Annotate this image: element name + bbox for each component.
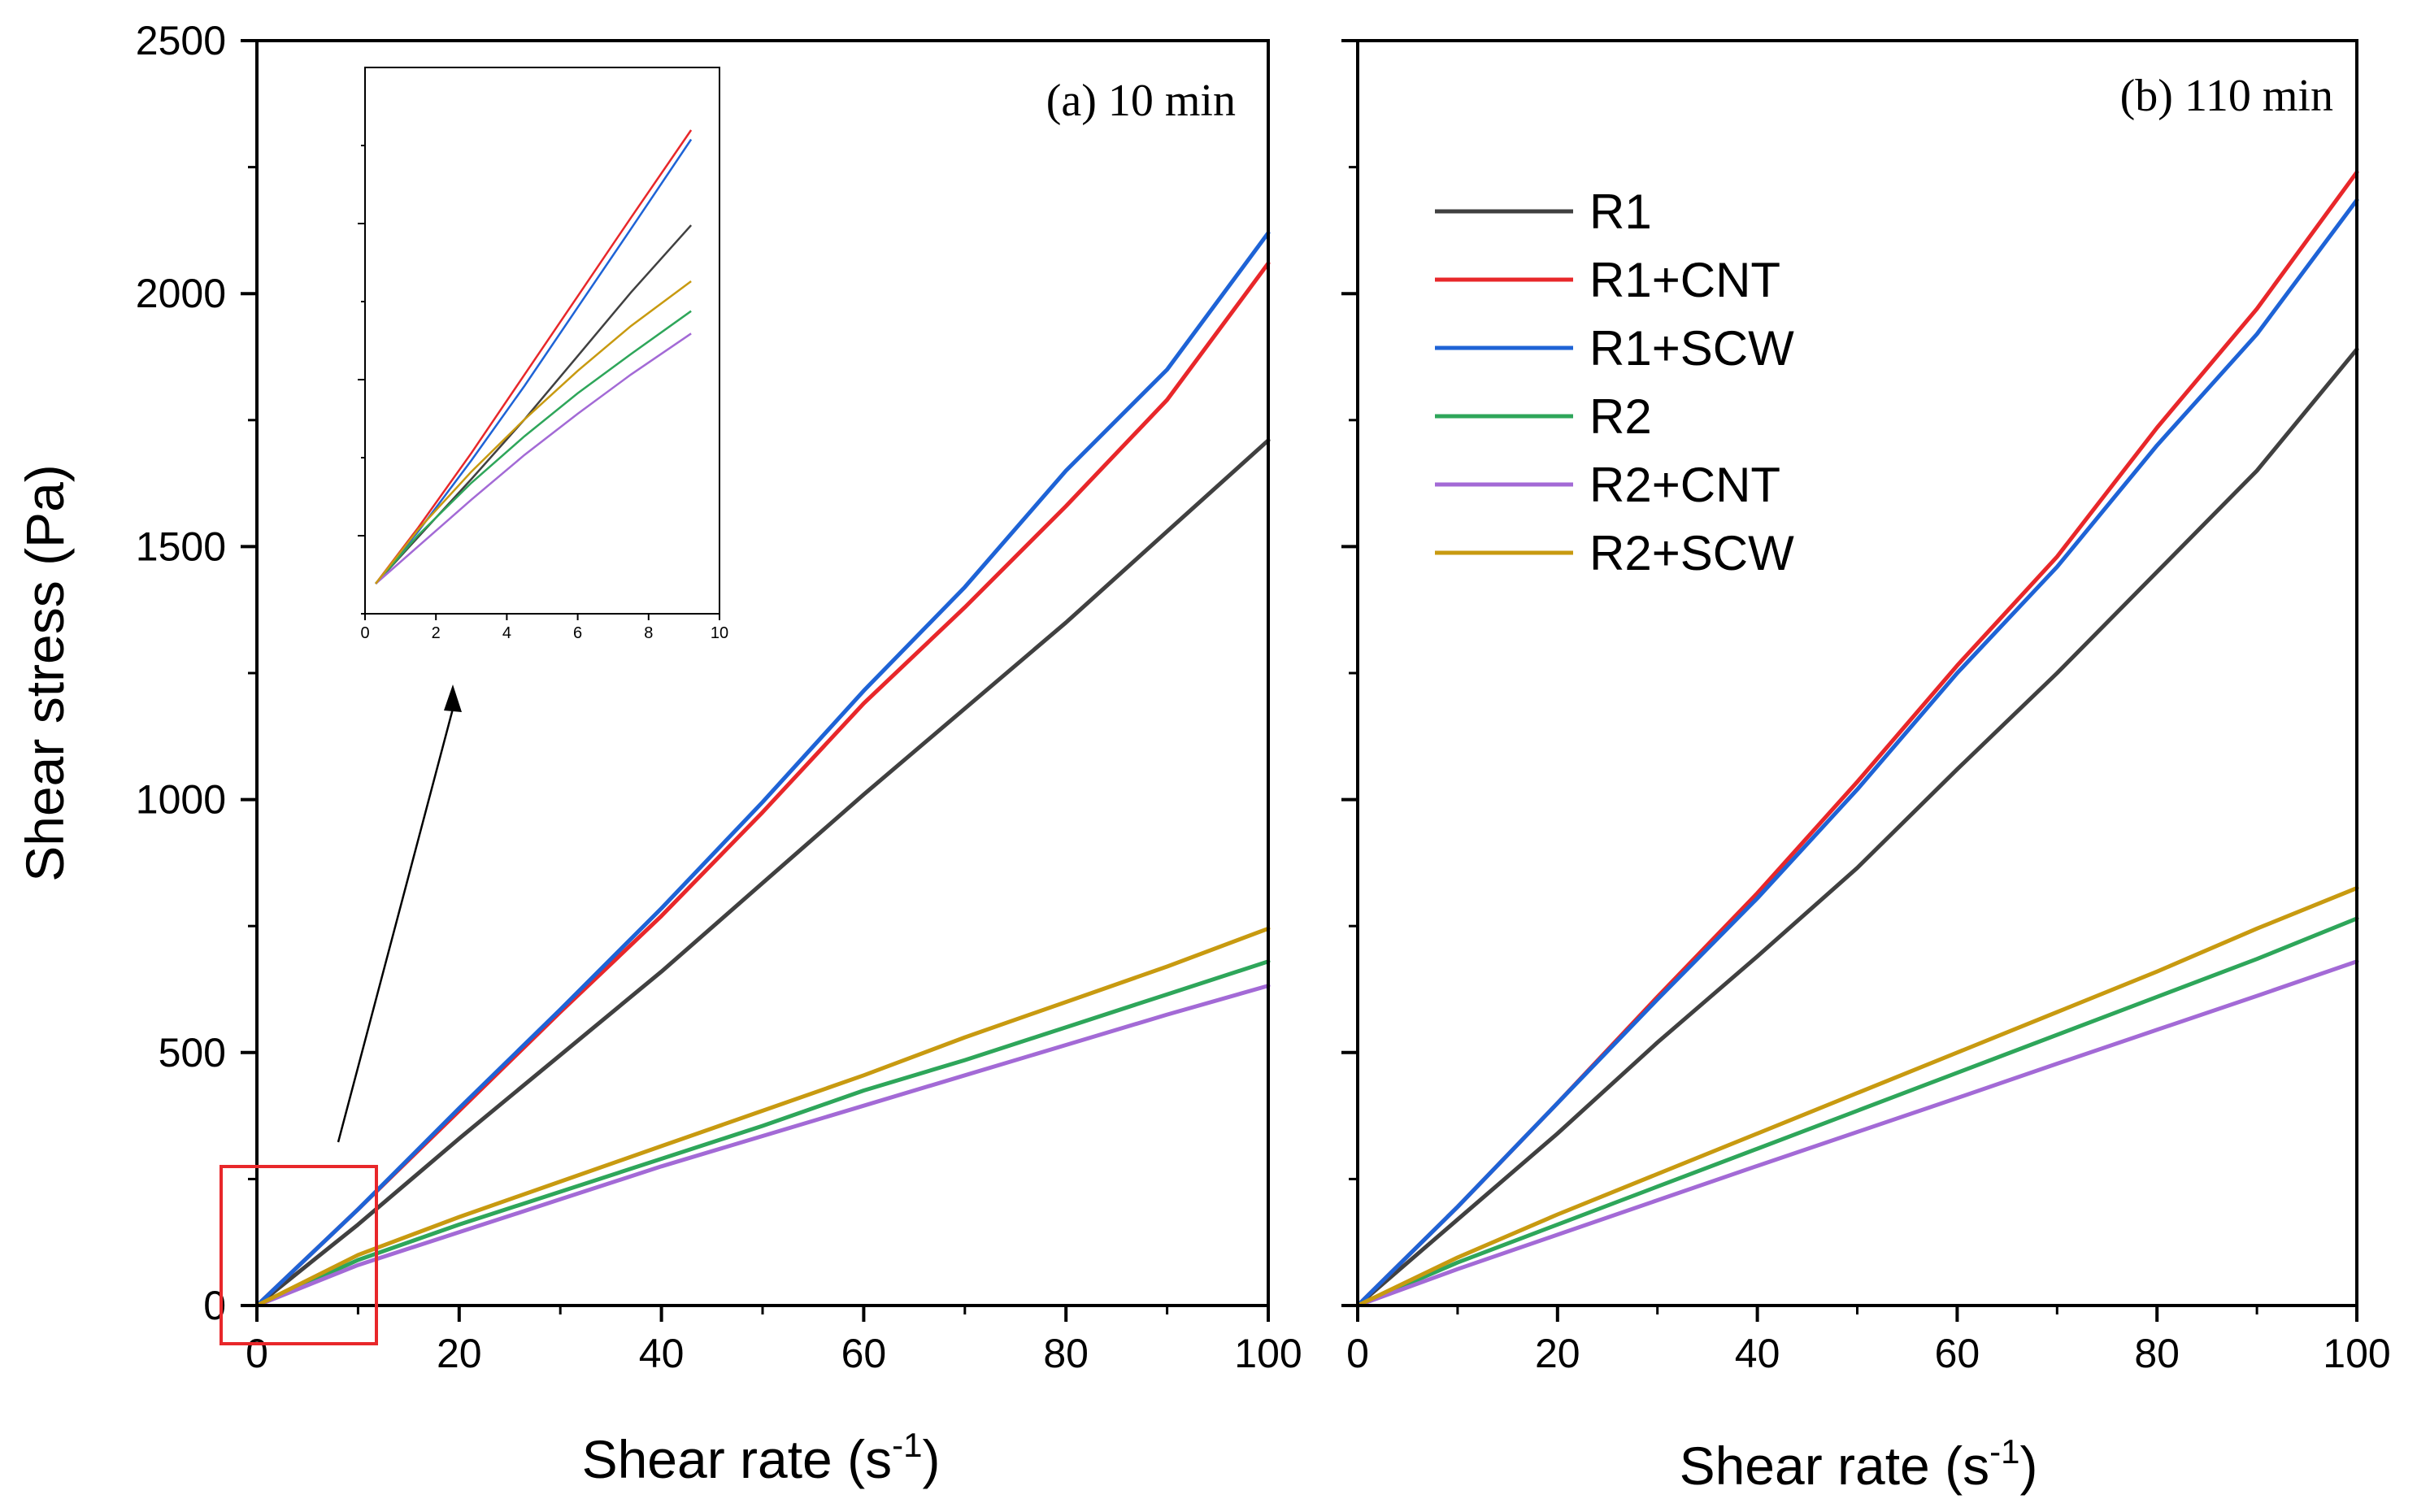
legend-label: R1+CNT <box>1589 253 1780 307</box>
panel-a-x-axis-title-end: ) <box>922 1429 940 1489</box>
panel-a-y-tick-label: 500 <box>159 1030 226 1075</box>
panel-a-series-r1 <box>254 438 1271 1308</box>
panel-a-x-axis-title: Shear rate (s-1) <box>582 1426 941 1489</box>
panel-b-series-r2-scw <box>1355 886 2359 1308</box>
panel-a-y-tick-label: 2500 <box>136 18 226 63</box>
legend-label: R1 <box>1589 185 1652 239</box>
legend-label: R2+CNT <box>1589 458 1780 512</box>
legend-item-r2-cnt: R2+CNT <box>1435 458 1780 512</box>
panel-b-x-tick-label: 80 <box>2134 1331 2180 1376</box>
panel-b-series-r1 <box>1355 347 2359 1308</box>
panel-b-ticks: 0 20 40 60 80 100 <box>1341 39 2391 1376</box>
inset-series-r2 <box>375 310 692 584</box>
panel-a-x-tick-label: 60 <box>841 1331 887 1376</box>
legend-label: R2 <box>1589 389 1652 444</box>
panel-a-series-r1-scw <box>254 231 1271 1308</box>
panel-a-series-r2-scw <box>254 926 1271 1308</box>
inset-series-r1-cnt <box>375 129 693 584</box>
inset-x-tick-label: 2 <box>432 624 441 642</box>
panel-a-label: (a) 10 min <box>1046 76 1236 126</box>
inset-x-tick-label: 0 <box>360 624 369 642</box>
panel-a-x-tick-label: 100 <box>1234 1331 1302 1376</box>
panel-a-x-tick-label: 80 <box>1043 1331 1089 1376</box>
panel-b-x-tick-label: 0 <box>1346 1331 1369 1376</box>
panel-b-x-axis-title: Shear rate (s-1) <box>1680 1432 2038 1496</box>
panel-a-x-tick-label: 20 <box>437 1331 482 1376</box>
panel-a-y-axis-title: Shear stress (Pa) <box>15 464 75 882</box>
zoom-arrow-line <box>337 708 454 1143</box>
panel-b-x-tick-label: 20 <box>1535 1331 1580 1376</box>
legend-item-r1: R1 <box>1435 185 1652 239</box>
panel-b-series <box>1355 170 2359 1308</box>
panel-a-series-r2-cnt <box>254 984 1271 1308</box>
panel-b-x-tick-label: 60 <box>1935 1331 1980 1376</box>
panel-a-y-tick-label: 2000 <box>136 271 226 316</box>
panel-b-series-r1-scw <box>1355 198 2359 1308</box>
inset-series-r2-cnt <box>375 332 692 584</box>
legend-label: R1+SCW <box>1589 321 1794 376</box>
legend-item-r1-scw: R1+SCW <box>1435 321 1794 376</box>
inset-chart: 0 2 4 6 8 10 <box>358 67 728 642</box>
panel-a-series-r2 <box>254 959 1271 1308</box>
inset-series-r1-scw <box>375 138 693 584</box>
panel-a-series <box>254 231 1271 1308</box>
panel-b-x-axis-title-end: ) <box>2019 1436 2037 1496</box>
panel-a-x-axis-title-superscript: -1 <box>892 1426 922 1464</box>
panel-b-label: (b) 110 min <box>2120 71 2333 121</box>
zoom-region-highlight <box>220 1165 378 1345</box>
panel-b-x-axis-title-superscript: -1 <box>1989 1432 2019 1471</box>
panel-a-x-tick-label: 40 <box>639 1331 685 1376</box>
zoom-arrow-head <box>444 684 462 712</box>
inset-x-tick-label: 4 <box>502 624 511 642</box>
panel-a-y-tick-label: 1500 <box>136 524 226 569</box>
inset-series <box>375 129 693 584</box>
panel-b: 0 20 40 60 80 100 (b) 110 min Shear rate (s-1… <box>1341 39 2391 1496</box>
panel-a-y-tick-label: 1000 <box>136 777 226 823</box>
inset-series-r2-scw <box>375 280 692 584</box>
legend: R1 R1+CNT R1+SCW R2 R2+CNT R2+SCW <box>1435 185 1794 580</box>
panel-b-x-axis-title-main: Shear rate (s <box>1680 1436 1990 1496</box>
inset-x-tick-label: 8 <box>644 624 653 642</box>
panel-a-x-tick-label: 0 <box>246 1331 268 1376</box>
panel-a-x-axis-title-main: Shear rate (s <box>582 1429 893 1489</box>
inset-ticks: 0 2 4 6 8 10 <box>358 145 728 642</box>
panel-b-x-tick-label: 100 <box>2323 1331 2390 1376</box>
inset-x-tick-label: 10 <box>711 624 728 642</box>
panel-b-series-r2-cnt <box>1355 959 2359 1308</box>
legend-item-r1-cnt: R1+CNT <box>1435 253 1780 307</box>
legend-item-r2: R2 <box>1435 389 1652 444</box>
inset-x-tick-label: 6 <box>573 624 582 642</box>
inset-frame <box>364 67 720 615</box>
legend-label: R2+SCW <box>1589 526 1794 580</box>
panel-b-series-r2 <box>1355 916 2359 1308</box>
panel-b-x-tick-label: 40 <box>1735 1331 1780 1376</box>
legend-item-r2-scw: R2+SCW <box>1435 526 1794 580</box>
